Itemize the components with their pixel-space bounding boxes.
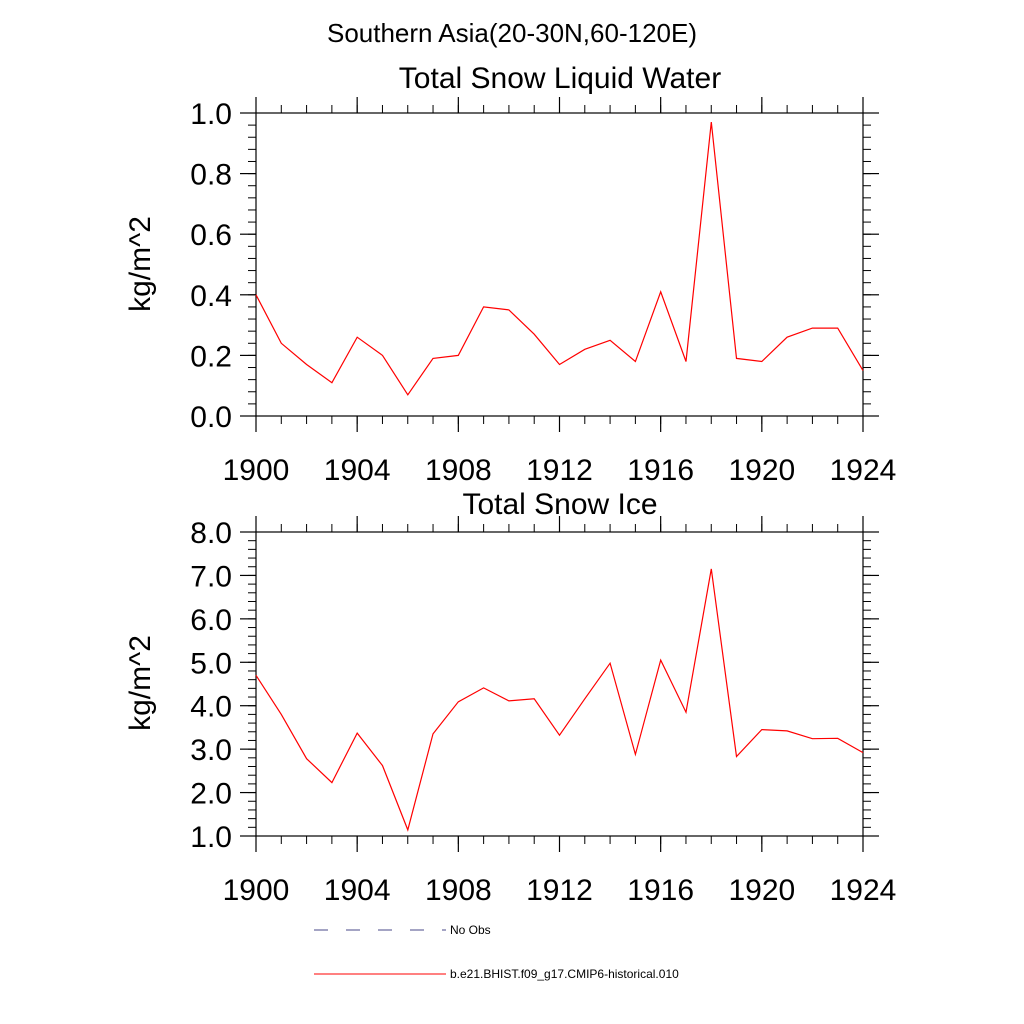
x-tick-label: 1920 [728,874,795,907]
y-tick-label: 0.8 [190,159,232,192]
series-line [255,122,864,396]
y-tick-label: 0.4 [190,280,232,313]
legend-label-no-obs: No Obs [450,923,491,937]
x-tick-label: 1912 [526,454,593,487]
y-tick-label: 0.2 [190,340,232,373]
y-tick-label: 2.0 [190,778,232,811]
page-title: Southern Asia(20-30N,60-120E) [327,18,697,48]
x-tick-label: 1924 [830,454,897,487]
legend: No Obs b.e21.BHIST.f09_g17.CMIP6-histori… [314,923,679,981]
x-tick-label: 1900 [223,454,290,487]
legend-label-model: b.e21.BHIST.f09_g17.CMIP6-historical.010 [450,967,679,981]
y-tick-label: 1.0 [190,821,232,854]
y-tick-label: 1.0 [190,98,232,131]
y-tick-label: 0.0 [190,401,232,434]
x-tick-label: 1904 [324,874,391,907]
x-tick-label: 1920 [728,454,795,487]
x-tick-label: 1900 [223,874,290,907]
y-tick-label: 4.0 [190,691,232,724]
y-tick-label: 3.0 [190,734,232,767]
y-axis-label: kg/m^2 [124,635,157,731]
y-axis-label: kg/m^2 [124,216,157,312]
plot-frame [255,112,864,417]
x-tick-label: 1908 [425,874,492,907]
plot-frame [255,531,864,837]
x-tick-label: 1904 [324,454,391,487]
x-tick-label: 1924 [830,874,897,907]
x-tick-label: 1912 [526,874,593,907]
panel-liquid-water: Total Snow Liquid Water kg/m^2 1900 1904 1… [124,62,896,487]
y-tick-label: 0.6 [190,219,232,252]
x-tick-label: 1916 [627,874,694,907]
series-line [255,568,864,832]
y-tick-label: 6.0 [190,604,232,637]
chart-title: Total Snow Liquid Water [399,62,721,95]
y-tick-label: 7.0 [190,560,232,593]
x-tick-label: 1916 [627,454,694,487]
chart-title: Total Snow Ice [462,488,657,521]
x-tick-label: 1908 [425,454,492,487]
panel-snow-ice: Total Snow Ice kg/m^2 1900 1904 1908 1912 19… [124,488,896,907]
y-tick-label: 8.0 [190,517,232,550]
y-tick-label: 5.0 [190,647,232,680]
